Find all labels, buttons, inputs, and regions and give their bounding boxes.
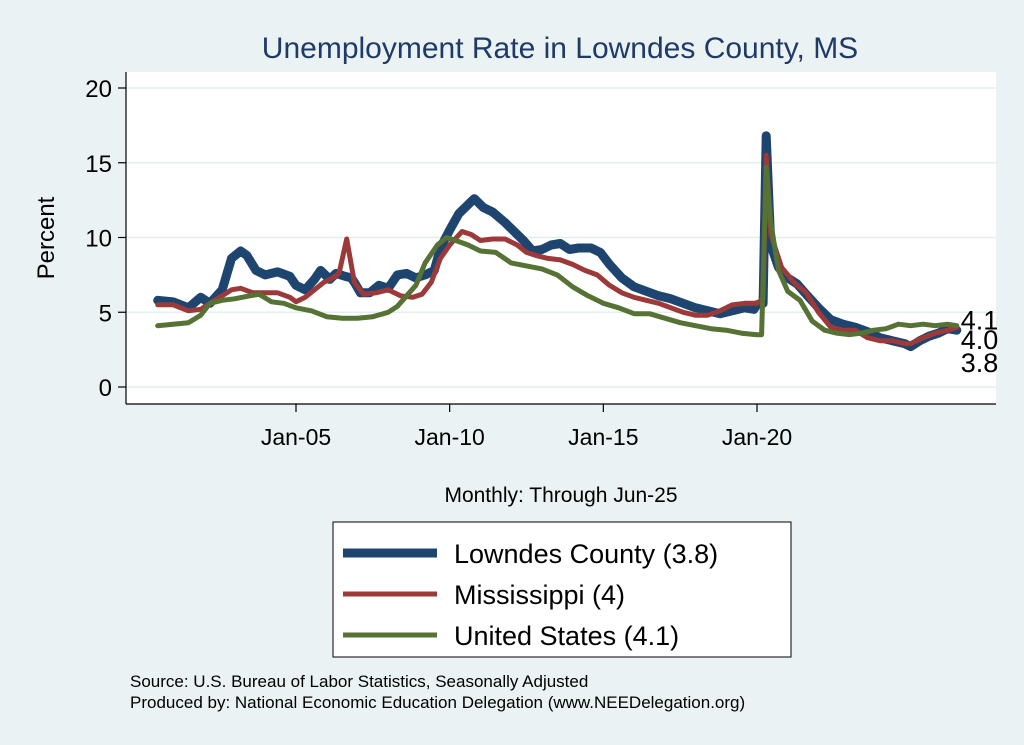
produced-by-text: Produced by: National Economic Education… — [130, 693, 746, 712]
end-label: 4.0 — [961, 325, 999, 355]
x-tick-label: Jan-05 — [261, 424, 331, 450]
x-axis-label: Monthly: Through Jun-25 — [444, 484, 677, 507]
series-line-2 — [155, 152, 960, 347]
series-lines — [153, 131, 962, 352]
y-axis-label: Percent — [33, 196, 60, 279]
legend: Lowndes County (3.8) Mississippi (4) Unite… — [343, 539, 718, 651]
legend-label: Mississippi (4) — [454, 580, 625, 610]
x-tick-label: Jan-15 — [568, 424, 638, 450]
end-label: 3.8 — [961, 348, 999, 378]
source-notes: Source: U.S. Bureau of Labor Statistics,… — [130, 671, 745, 713]
source-text: Source: U.S. Bureau of Labor Statistics,… — [130, 672, 589, 691]
end-label: 4.1 — [961, 306, 999, 336]
y-tick-label: 10 — [85, 226, 112, 253]
grid-lines — [126, 87, 996, 388]
end-labels: 4.14.03.8 — [961, 306, 999, 378]
y-tick-label: 5 — [99, 300, 112, 327]
x-tick-label: Jan-20 — [722, 424, 792, 450]
y-tick-label: 20 — [85, 76, 112, 103]
series-line-3 — [155, 164, 960, 338]
axes: 0 5 10 15 20 Jan-05 Jan-10 Jan-15 Jan-20 — [85, 72, 996, 450]
legend-label: United States (4.1) — [454, 621, 679, 651]
legend-label: Lowndes County (3.8) — [454, 539, 718, 569]
y-tick-label: 15 — [85, 151, 112, 178]
x-tick-label: Jan-10 — [415, 424, 485, 450]
chart-title: Unemployment Rate in Lowndes County, MS — [262, 32, 858, 65]
y-tick-label: 0 — [99, 375, 112, 402]
